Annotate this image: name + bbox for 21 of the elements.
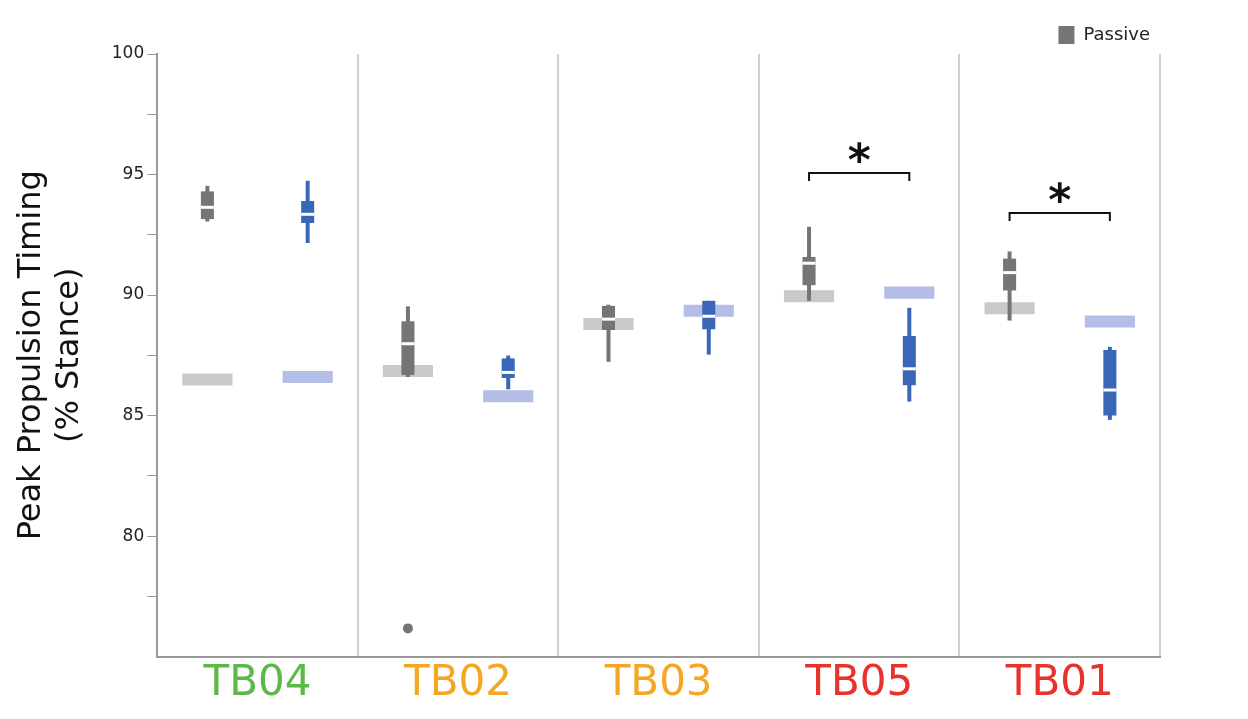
y-tick-label: 80 <box>122 524 145 545</box>
bar <box>984 302 1035 315</box>
x-tick-label: TB05 <box>804 655 914 705</box>
annotation: * <box>847 134 871 185</box>
y-tick-label: 100 <box>111 42 145 63</box>
x-tick-label: TB03 <box>603 655 713 705</box>
bar <box>783 290 835 303</box>
x-tick-label: TB02 <box>403 655 513 705</box>
bar <box>1084 315 1135 328</box>
bar <box>483 390 534 403</box>
x-tick-label: TB04 <box>202 655 312 705</box>
bar <box>182 373 233 386</box>
annotation: * <box>1048 174 1072 225</box>
y-tick-label: 90 <box>122 283 145 304</box>
y-axis-title: Peak Propulsion Timing (% Stance) <box>9 170 86 541</box>
legend-label: Passive <box>1083 22 1150 44</box>
bar <box>884 286 935 299</box>
y-tick-label: 95 <box>122 162 145 183</box>
x-tick-label: TB01 <box>1004 655 1114 705</box>
bar <box>282 370 333 384</box>
y-tick-label: 85 <box>122 403 145 424</box>
